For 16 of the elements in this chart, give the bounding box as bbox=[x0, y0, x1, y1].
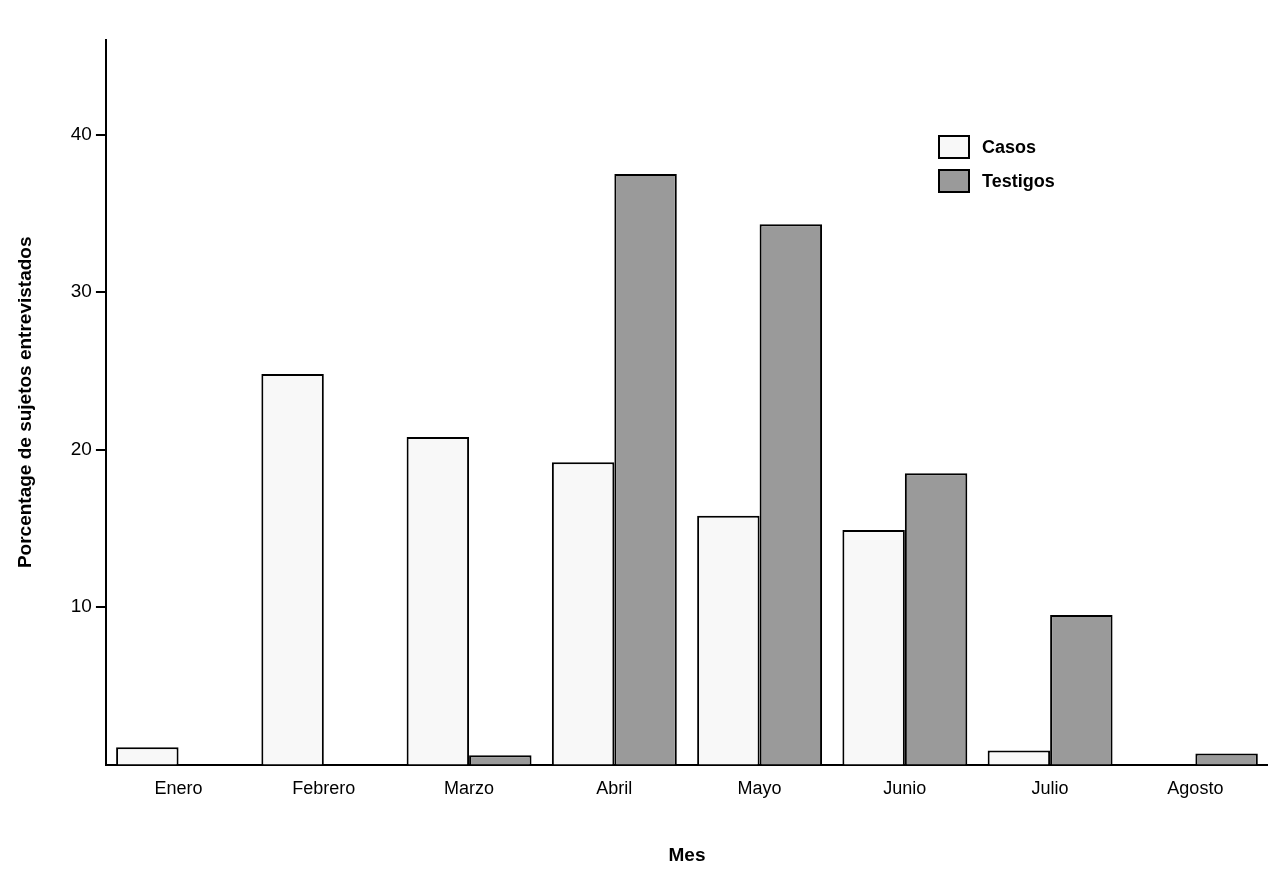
x-tick-label: Febrero bbox=[292, 778, 356, 799]
x-tick-label: Marzo bbox=[444, 778, 495, 799]
x-tick-label: Agosto bbox=[1167, 778, 1224, 799]
x-tick-label: Mayo bbox=[737, 778, 782, 799]
x-axis-title: Mes bbox=[668, 843, 706, 865]
legend-label: Testigos bbox=[982, 170, 1055, 192]
x-tick-label: Junio bbox=[883, 778, 927, 799]
y-tick-label: 20 bbox=[70, 437, 92, 459]
x-tick-label: Enero bbox=[154, 778, 203, 799]
y-axis-title: Porcentage de sujetos entrevistados bbox=[13, 236, 35, 569]
y-tick-label: 40 bbox=[70, 122, 92, 144]
y-tick-label: 30 bbox=[70, 280, 92, 302]
y-tick-label: 10 bbox=[70, 595, 92, 617]
x-tick-label: Abril bbox=[596, 778, 633, 799]
legend-label: Casos bbox=[982, 136, 1037, 158]
x-tick-label: Julio bbox=[1031, 778, 1069, 799]
